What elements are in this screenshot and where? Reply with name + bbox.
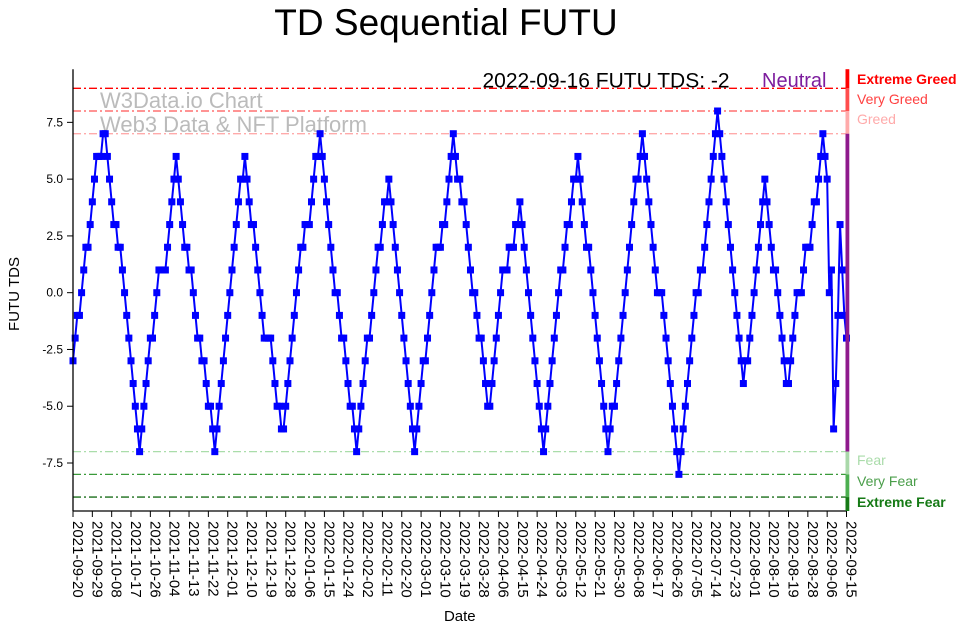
svg-text:Very Greed: Very Greed — [857, 91, 928, 107]
svg-text:2021-11-22: 2021-11-22 — [204, 521, 221, 597]
svg-text:W3Data.io Chart: W3Data.io Chart — [100, 88, 263, 113]
svg-text:2022-07-23: 2022-07-23 — [726, 521, 743, 598]
svg-text:2022-06-17: 2022-06-17 — [649, 521, 666, 598]
svg-text:2021-10-26: 2021-10-26 — [146, 521, 163, 598]
svg-text:2022-08-01: 2022-08-01 — [746, 521, 763, 598]
svg-text:2022-08-28: 2022-08-28 — [804, 521, 821, 598]
svg-text:-2.5: -2.5 — [42, 342, 63, 356]
svg-text:2022-05-21: 2022-05-21 — [591, 521, 608, 598]
svg-text:2022-07-05: 2022-07-05 — [688, 521, 705, 598]
svg-text:2022-01-06: 2022-01-06 — [301, 521, 318, 598]
svg-text:2022-04-15: 2022-04-15 — [514, 521, 531, 598]
svg-text:2022-03-19: 2022-03-19 — [456, 521, 473, 598]
svg-text:5.0: 5.0 — [46, 172, 63, 186]
svg-text:2022-04-24: 2022-04-24 — [533, 521, 550, 598]
svg-text:2021-12-01: 2021-12-01 — [224, 521, 241, 598]
svg-text:2022-03-10: 2022-03-10 — [436, 521, 453, 598]
svg-text:2022-09-16 FUTU TDS: -2: 2022-09-16 FUTU TDS: -2 — [483, 70, 730, 93]
svg-text:Extreme Greed: Extreme Greed — [857, 71, 957, 87]
svg-text:2022-08-19: 2022-08-19 — [784, 521, 801, 598]
svg-text:2021-12-10: 2021-12-10 — [243, 521, 260, 598]
svg-text:2022-01-24: 2022-01-24 — [340, 521, 357, 598]
svg-text:7.5: 7.5 — [46, 115, 63, 129]
svg-text:2022-03-28: 2022-03-28 — [475, 521, 492, 598]
svg-text:2022-02-02: 2022-02-02 — [359, 521, 376, 598]
svg-text:2022-06-26: 2022-06-26 — [668, 521, 685, 598]
svg-text:2022-03-01: 2022-03-01 — [417, 521, 434, 598]
svg-text:2022-05-30: 2022-05-30 — [610, 521, 627, 598]
svg-text:2021-12-28: 2021-12-28 — [282, 521, 299, 598]
svg-text:2022-02-11: 2022-02-11 — [378, 521, 395, 597]
svg-text:-5.0: -5.0 — [42, 399, 63, 413]
svg-text:Neutral: Neutral — [762, 70, 826, 92]
svg-text:-7.5: -7.5 — [42, 456, 63, 470]
svg-text:2021-10-17: 2021-10-17 — [127, 521, 144, 598]
svg-text:2.5: 2.5 — [46, 229, 63, 243]
svg-text:2022-05-03: 2022-05-03 — [552, 521, 569, 598]
svg-text:2022-05-12: 2022-05-12 — [572, 521, 589, 598]
svg-text:2022-06-08: 2022-06-08 — [630, 521, 647, 598]
svg-text:2022-01-15: 2022-01-15 — [320, 521, 337, 598]
svg-text:2022-07-14: 2022-07-14 — [707, 521, 724, 598]
svg-text:Date: Date — [444, 608, 476, 625]
svg-text:2021-09-20: 2021-09-20 — [69, 521, 86, 598]
svg-text:0.0: 0.0 — [46, 286, 63, 300]
svg-text:2022-09-06: 2022-09-06 — [823, 521, 840, 598]
svg-text:2021-12-19: 2021-12-19 — [262, 521, 279, 598]
svg-text:2021-09-29: 2021-09-29 — [88, 521, 105, 598]
svg-text:2021-11-04: 2021-11-04 — [166, 521, 183, 597]
svg-text:2022-08-10: 2022-08-10 — [765, 521, 782, 598]
svg-text:Greed: Greed — [857, 111, 896, 127]
svg-text:2021-10-08: 2021-10-08 — [108, 521, 125, 598]
svg-text:Fear: Fear — [857, 452, 886, 468]
svg-text:2022-04-06: 2022-04-06 — [494, 521, 511, 598]
svg-text:FUTU TDS: FUTU TDS — [6, 257, 23, 331]
svg-text:Extreme Fear: Extreme Fear — [857, 494, 946, 510]
svg-text:Very Fear: Very Fear — [857, 473, 918, 489]
svg-text:2022-02-20: 2022-02-20 — [398, 521, 415, 598]
svg-text:2022-09-15: 2022-09-15 — [843, 521, 860, 598]
svg-text:2021-11-13: 2021-11-13 — [185, 521, 202, 597]
